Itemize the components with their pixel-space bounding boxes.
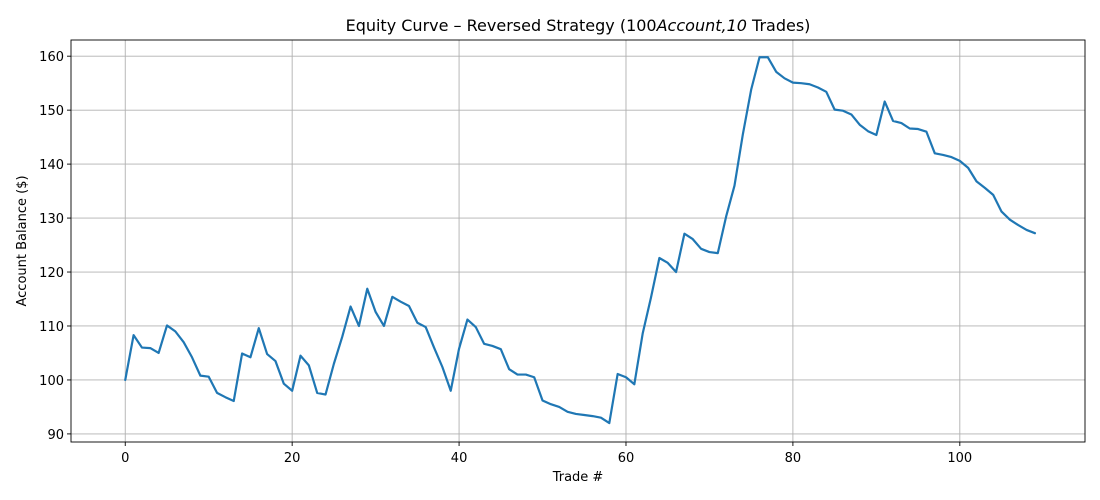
x-tick-label: 0 [121, 451, 129, 466]
grid-lines [71, 40, 1085, 442]
equity-series-line [124, 56, 1037, 425]
y-tick-label: 120 [39, 266, 64, 281]
x-tick-label: 20 [284, 451, 301, 466]
y-tick-label: 140 [39, 158, 64, 173]
y-tick-label: 100 [39, 374, 64, 389]
x-axis-label: Trade # [552, 470, 604, 485]
y-axis-label: Account Balance ($) [15, 175, 30, 306]
series-layer [124, 56, 1037, 425]
y-tick-label: 150 [39, 104, 64, 119]
plot-frame [70, 39, 1086, 443]
x-axis-ticks: 0 20 40 60 80 100 [121, 442, 972, 466]
y-tick-label: 160 [39, 50, 64, 65]
x-tick-label: 100 [947, 451, 972, 466]
y-axis-ticks: 90 100 110 120 130 140 150 160 [39, 50, 71, 443]
chart-title: Equity Curve – Reversed Strategy (100Acc… [346, 16, 811, 35]
y-tick-label: 130 [39, 212, 64, 227]
x-tick-label: 60 [618, 451, 635, 466]
x-tick-label: 40 [451, 451, 468, 466]
x-tick-label: 80 [785, 451, 802, 466]
y-tick-label: 110 [39, 320, 64, 335]
y-tick-label: 90 [47, 428, 64, 443]
